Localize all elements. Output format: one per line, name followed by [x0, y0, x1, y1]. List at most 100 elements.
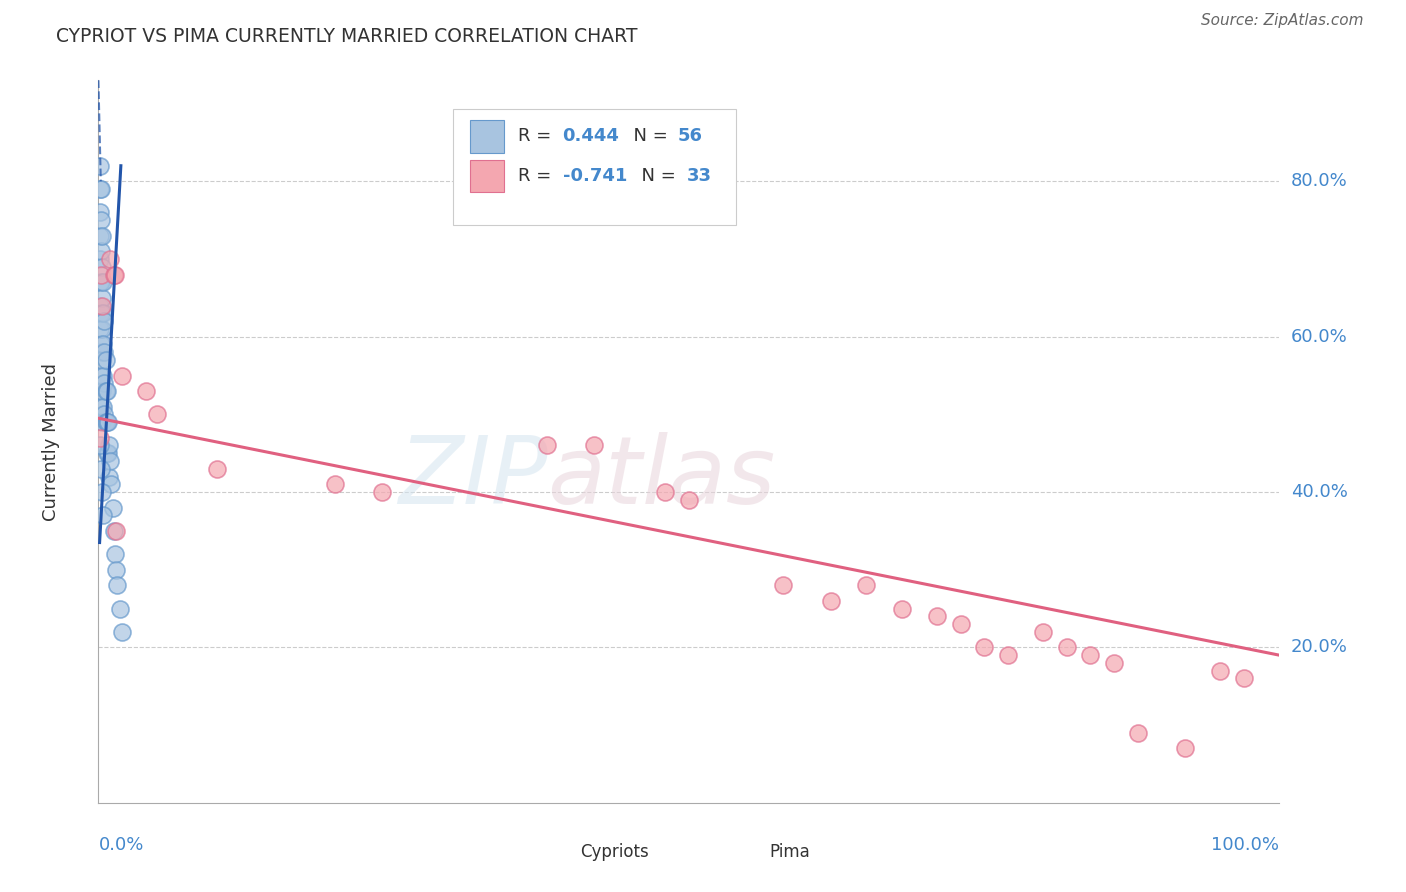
Point [94, 353, 117, 368]
Point [100, 477, 122, 491]
Point [101, 500, 124, 515]
Point [93, 376, 115, 391]
Point [890, 601, 912, 615]
Point [97, 415, 120, 429]
Point [1209, 664, 1232, 678]
Point [96, 415, 118, 429]
Point [536, 438, 558, 452]
Text: atlas: atlas [547, 432, 776, 524]
Point [93, 314, 115, 328]
Point [91, 228, 114, 243]
Point [678, 492, 700, 507]
Point [105, 563, 128, 577]
Point [654, 485, 676, 500]
Point [205, 461, 228, 475]
Point [91, 306, 114, 320]
Bar [737, 841, 762, 863]
Point [91, 260, 114, 274]
Text: 20.0%: 20.0% [1291, 639, 1347, 657]
Text: R =: R = [517, 128, 557, 145]
Point [89, 159, 111, 173]
Point [105, 524, 128, 538]
Point [91, 400, 114, 414]
Bar [471, 160, 503, 193]
Point [93, 408, 115, 422]
Point [90, 182, 112, 196]
Point [89, 228, 111, 243]
Point [111, 624, 134, 639]
Bar [547, 841, 574, 863]
Point [90, 306, 112, 320]
Point [105, 578, 128, 592]
Text: N =: N = [630, 167, 682, 185]
Point [90, 368, 112, 383]
Point [89, 275, 111, 289]
Point [96, 384, 118, 398]
Point [1233, 672, 1256, 686]
Point [90, 461, 112, 475]
Text: N =: N = [621, 128, 673, 145]
Point [89, 252, 111, 266]
Text: -0.741: -0.741 [562, 167, 627, 185]
Point [91, 415, 114, 429]
Point [90, 213, 112, 227]
Point [98, 438, 121, 452]
Text: Currently Married: Currently Married [42, 362, 60, 521]
Point [1126, 726, 1149, 740]
Point [103, 268, 125, 282]
Point [820, 594, 842, 608]
Bar [471, 120, 503, 153]
Text: 100.0%: 100.0% [1212, 836, 1279, 855]
Point [146, 408, 169, 422]
Text: 56: 56 [678, 128, 702, 145]
Point [583, 438, 606, 452]
Point [91, 337, 114, 351]
Point [97, 446, 120, 460]
Point [108, 601, 131, 615]
Point [89, 205, 111, 219]
Text: R =: R = [517, 167, 557, 185]
Point [90, 244, 112, 259]
Point [1102, 656, 1125, 670]
Text: ZIP: ZIP [398, 432, 547, 524]
Text: Pima: Pima [769, 843, 810, 861]
Text: Source: ZipAtlas.com: Source: ZipAtlas.com [1201, 13, 1364, 29]
Point [89, 431, 111, 445]
Point [925, 609, 948, 624]
Point [323, 477, 346, 491]
Point [94, 415, 117, 429]
Point [1056, 640, 1078, 655]
Point [135, 384, 157, 398]
Point [855, 578, 877, 592]
Point [89, 438, 111, 452]
Text: 33: 33 [686, 167, 711, 185]
Point [91, 322, 114, 336]
Point [89, 322, 111, 336]
Point [90, 275, 112, 289]
Point [111, 368, 134, 383]
Point [89, 182, 111, 196]
Point [772, 578, 794, 592]
Bar [453, 109, 737, 225]
Point [93, 345, 115, 359]
Point [371, 485, 394, 500]
Point [997, 648, 1019, 663]
Point [1032, 624, 1054, 639]
Point [973, 640, 995, 655]
Point [91, 384, 114, 398]
Point [91, 485, 114, 500]
Point [949, 617, 972, 632]
Point [94, 384, 117, 398]
Text: 80.0%: 80.0% [1291, 172, 1347, 190]
Point [104, 547, 127, 561]
Point [90, 268, 112, 282]
Point [91, 368, 114, 383]
Text: CYPRIOT VS PIMA CURRENTLY MARRIED CORRELATION CHART: CYPRIOT VS PIMA CURRENTLY MARRIED CORREL… [56, 27, 638, 45]
Point [91, 275, 114, 289]
Point [98, 252, 121, 266]
Point [91, 508, 114, 523]
Text: 0.0%: 0.0% [98, 836, 143, 855]
Text: 60.0%: 60.0% [1291, 327, 1347, 346]
Point [89, 345, 111, 359]
Point [96, 446, 118, 460]
